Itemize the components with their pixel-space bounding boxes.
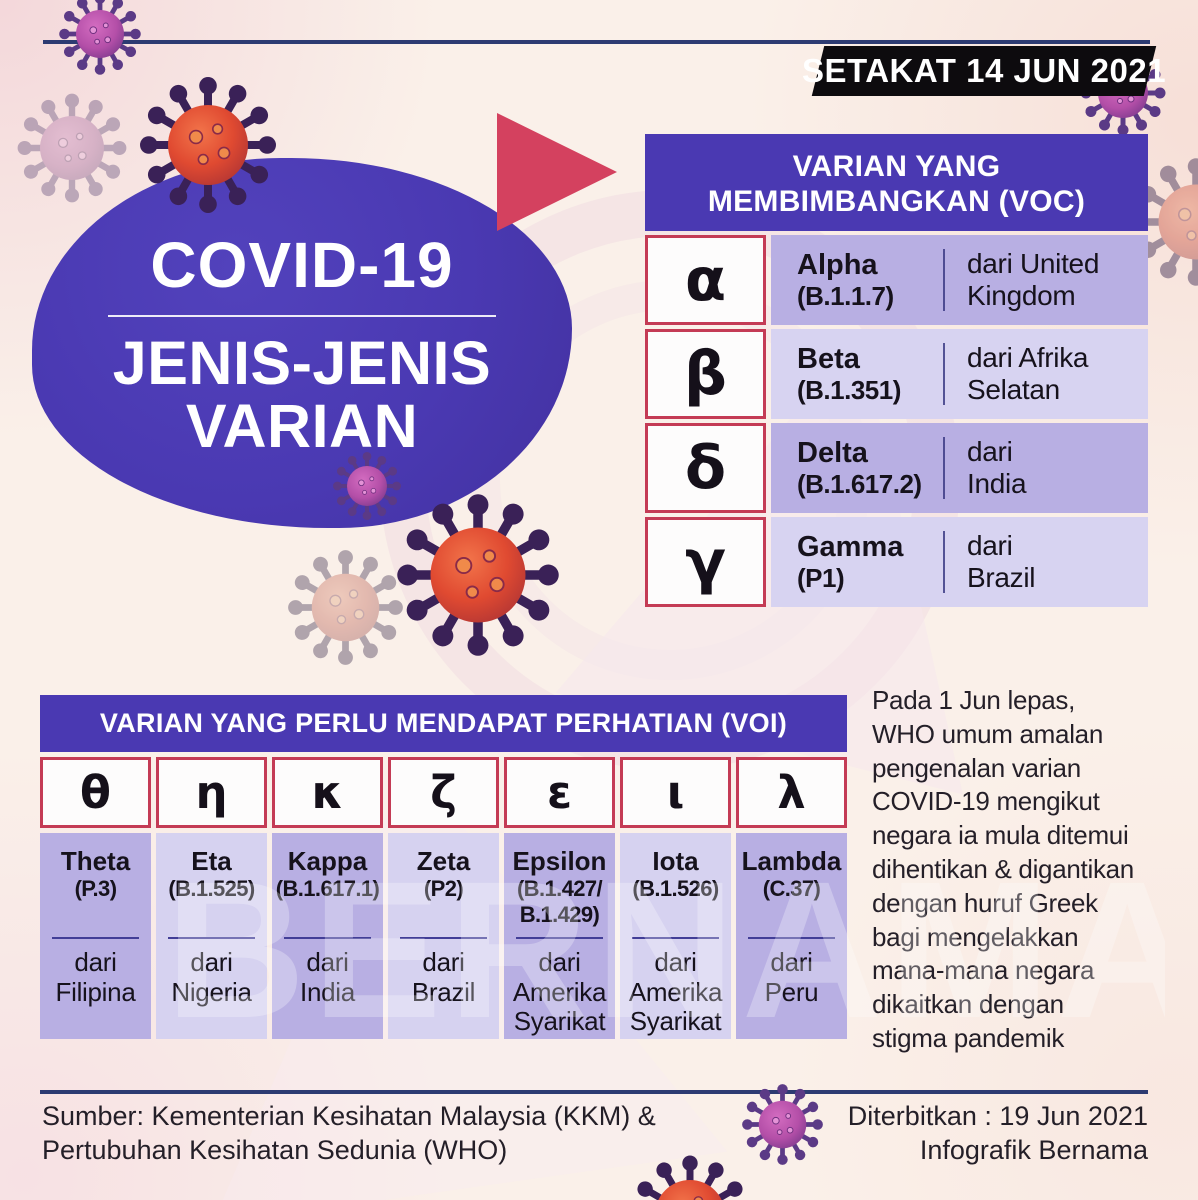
table-row: γ Gamma (P1) dari Brazil — [645, 517, 1148, 607]
cell-divider — [516, 937, 603, 939]
cell-divider — [748, 937, 835, 939]
cell-divider — [943, 437, 945, 499]
variant-origin: dari Nigeria — [171, 947, 252, 1007]
variant-code: (P.3) — [74, 876, 117, 902]
date-badge-label: SETAKAT 14 JUN 2021 — [801, 52, 1167, 89]
greek-letter-lambda: λ — [736, 757, 847, 828]
variant-code: (B.1.617.1) — [275, 876, 380, 902]
variant-origin: dari Amerika Syarikat — [628, 947, 723, 1037]
variant-name: Delta — [797, 437, 868, 470]
variant-name: Eta — [191, 846, 232, 876]
variant-cell: Theta (P.3) dari Filipina — [40, 833, 151, 1039]
variant-cell: Zeta (P2) dari Brazil — [388, 833, 499, 1039]
greek-letter-zeta: ζ — [388, 757, 499, 828]
variant-code: (B.1.526) — [632, 876, 719, 902]
page-subtitle: JENIS-JENIS VARIAN — [112, 328, 492, 460]
date-badge: SETAKAT 14 JUN 2021 — [802, 46, 1166, 96]
cell-divider — [632, 937, 719, 939]
greek-letter-epsilon: ε — [504, 757, 615, 828]
table-row: β Beta (B.1.351) dari Afrika Selatan — [645, 329, 1148, 419]
virus-icon — [8, 84, 136, 212]
cell-divider — [400, 937, 487, 939]
title-divider — [108, 314, 496, 317]
variant-cell: Eta (B.1.525) dari Nigeria — [156, 833, 267, 1039]
greek-letter-kappa: κ — [272, 757, 383, 828]
published-text: Diterbitkan : 19 Jun 2021 Infografik Ber… — [847, 1101, 1148, 1165]
variant-cell: Iota (B.1.526) dari Amerika Syarikat — [620, 833, 731, 1039]
variant-origin: dari India — [300, 947, 355, 1007]
variant-code: (B.1.351) — [797, 374, 901, 405]
variant-name: Gamma — [797, 531, 904, 564]
variant-name: Zeta — [416, 846, 471, 876]
variant-code: (B.1.427/ B.1.429) — [516, 876, 603, 927]
pointer-arrow — [497, 113, 617, 231]
cell-divider — [52, 937, 139, 939]
variant-origin: dari United Kingdom — [967, 248, 1100, 311]
title-blob: COVID-19 JENIS-JENIS VARIAN — [32, 158, 572, 528]
top-divider — [43, 40, 1150, 44]
page-title: COVID-19 — [150, 228, 454, 301]
voc-header: VARIAN YANG MEMBIMBANGKAN (VOC) — [645, 134, 1148, 231]
voc-table: VARIAN YANG MEMBIMBANGKAN (VOC) α Alpha … — [645, 134, 1148, 607]
table-row: α Alpha (B.1.1.7) dari United Kingdom — [645, 235, 1148, 325]
variant-cell: Lambda (C.37) dari Peru — [736, 833, 847, 1039]
variant-name: Lambda — [741, 846, 842, 876]
cell-divider — [943, 531, 945, 593]
greek-letter-alpha: α — [645, 235, 766, 325]
virus-icon — [383, 480, 573, 670]
variant-code: (C.37) — [762, 876, 821, 902]
variant-origin: dari Afrika Selatan — [967, 342, 1089, 405]
variant-name: Alpha — [797, 249, 878, 282]
variant-cell: Kappa (B.1.617.1) dari India — [272, 833, 383, 1039]
who-note-text: Pada 1 Jun lepas, WHO umum amalan pengen… — [872, 685, 1134, 1053]
greek-letter-eta: η — [156, 757, 267, 828]
footer-divider — [40, 1090, 1148, 1094]
cell-divider — [168, 937, 255, 939]
virus-icon — [128, 65, 288, 225]
variant-code: (P1) — [797, 562, 845, 593]
variant-name: Theta — [60, 846, 131, 876]
cell-divider — [943, 249, 945, 311]
variant-name: Kappa — [287, 846, 368, 876]
greek-letter-gamma: γ — [645, 517, 766, 607]
cell-divider — [284, 937, 371, 939]
variant-cell: Epsilon (B.1.427/ B.1.429) dari Amerika … — [504, 833, 615, 1039]
variant-code: (B.1.525) — [168, 876, 255, 902]
variant-name: Iota — [652, 846, 699, 876]
voi-letter-row: θ η κ ζ ε ι λ — [40, 757, 847, 828]
table-row: δ Delta (B.1.617.2) dari India — [645, 423, 1148, 513]
variant-origin: dari India — [967, 436, 1027, 499]
source-text: Sumber: Kementerian Kesihatan Malaysia (… — [42, 1101, 656, 1165]
voi-table: VARIAN YANG PERLU MENDAPAT PERHATIAN (VO… — [40, 695, 847, 1039]
voi-header: VARIAN YANG PERLU MENDAPAT PERHATIAN (VO… — [40, 695, 847, 752]
variant-code: (B.1.617.2) — [797, 468, 922, 499]
variant-code: (P2) — [423, 876, 464, 902]
greek-letter-delta: δ — [645, 423, 766, 513]
variant-name: Beta — [797, 343, 860, 376]
greek-letter-theta: θ — [40, 757, 151, 828]
variant-origin: dari Brazil — [411, 947, 476, 1007]
variant-origin: dari Amerika Syarikat — [512, 947, 607, 1037]
cell-divider — [943, 343, 945, 405]
variant-origin: dari Peru — [764, 947, 819, 1007]
voi-detail-row: Theta (P.3) dari Filipina Eta (B.1.525) … — [40, 833, 847, 1039]
variant-origin: dari Brazil — [967, 530, 1036, 593]
greek-letter-iota: ι — [620, 757, 731, 828]
variant-origin: dari Filipina — [55, 947, 136, 1007]
variant-code: (B.1.1.7) — [797, 280, 894, 311]
variant-name: Epsilon — [512, 846, 607, 876]
greek-letter-beta: β — [645, 329, 766, 419]
